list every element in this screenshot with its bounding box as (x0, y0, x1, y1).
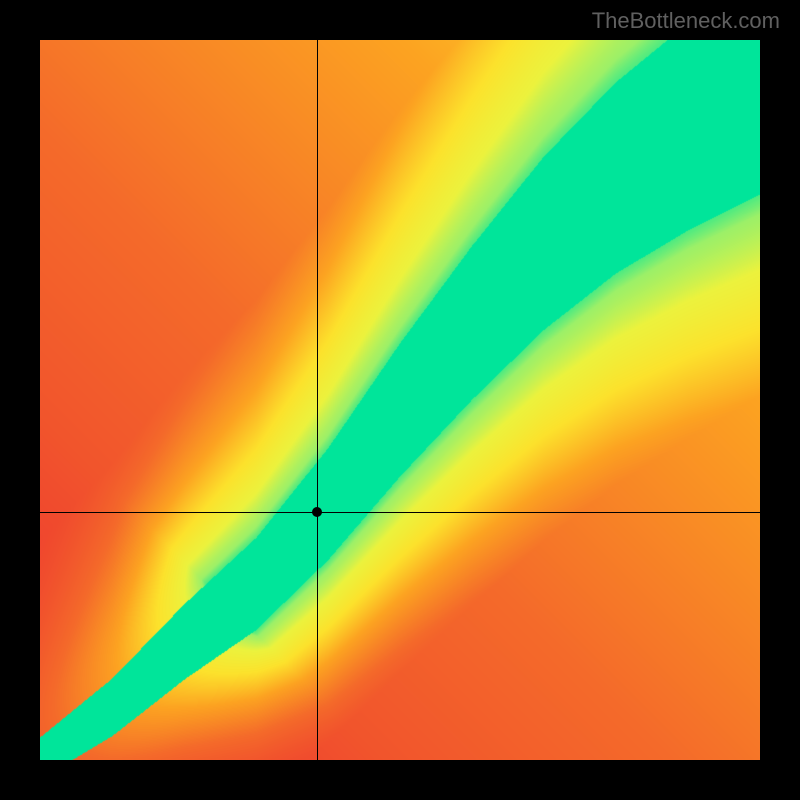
watermark-text: TheBottleneck.com (592, 8, 780, 34)
crosshair-vertical (317, 40, 318, 760)
plot-area (40, 40, 760, 760)
chart-container: TheBottleneck.com (0, 0, 800, 800)
crosshair-marker (312, 507, 322, 517)
crosshair-horizontal (40, 512, 760, 513)
heatmap-canvas (40, 40, 760, 760)
